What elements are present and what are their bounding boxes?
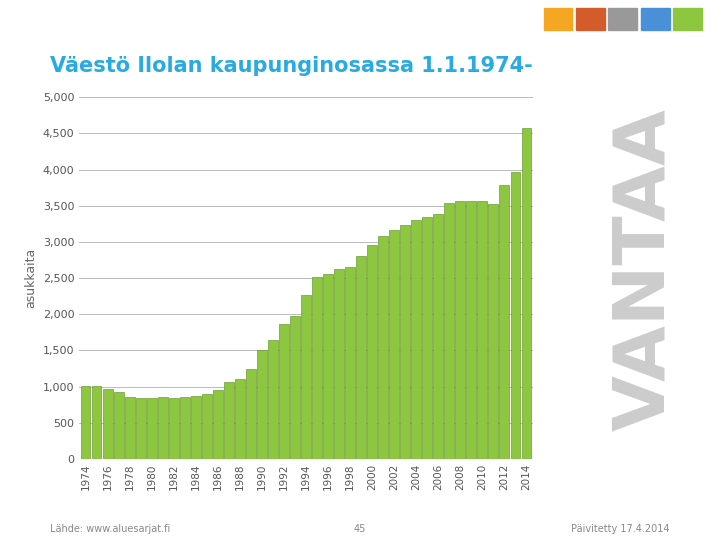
Text: Väestö Ilolan kaupunginosassa 1.1.1974-: Väestö Ilolan kaupunginosassa 1.1.1974- — [50, 56, 533, 76]
Text: Päivitetty 17.4.2014: Päivitetty 17.4.2014 — [571, 524, 670, 534]
Bar — [147, 398, 156, 459]
Bar — [92, 386, 102, 459]
Bar — [477, 201, 487, 459]
Bar — [114, 392, 124, 459]
Bar — [257, 350, 266, 459]
Text: VANTAA: VANTAA — [610, 109, 679, 431]
Bar — [433, 214, 443, 459]
Bar — [500, 185, 509, 459]
Bar — [334, 269, 343, 459]
Y-axis label: asukkaita: asukkaita — [24, 248, 37, 308]
Bar — [302, 295, 310, 459]
Bar — [400, 225, 410, 459]
Bar — [356, 255, 366, 459]
Bar — [235, 379, 245, 459]
Bar — [125, 397, 135, 459]
Bar — [423, 217, 432, 459]
Text: 45: 45 — [354, 524, 366, 534]
Bar — [488, 204, 498, 459]
Bar — [169, 398, 179, 459]
Bar — [510, 172, 520, 459]
Bar — [158, 397, 168, 459]
Bar — [390, 231, 399, 459]
Bar — [290, 316, 300, 459]
Bar — [367, 245, 377, 459]
Bar — [246, 369, 256, 459]
Bar — [224, 382, 233, 459]
Bar — [136, 398, 145, 459]
Bar — [521, 127, 531, 459]
Text: Lähde: www.aluesarjat.fi: Lähde: www.aluesarjat.fi — [50, 524, 171, 534]
Bar — [346, 267, 355, 459]
Bar — [103, 389, 112, 459]
Bar — [213, 389, 222, 459]
Bar — [81, 386, 91, 459]
Bar — [323, 274, 333, 459]
Bar — [379, 236, 388, 459]
Bar — [467, 201, 476, 459]
Bar — [180, 397, 189, 459]
Bar — [202, 394, 212, 459]
Bar — [456, 201, 465, 459]
Bar — [192, 396, 201, 459]
Bar — [444, 203, 454, 459]
Bar — [312, 278, 322, 459]
Bar — [279, 323, 289, 459]
Bar — [269, 340, 278, 459]
Bar — [411, 220, 420, 459]
